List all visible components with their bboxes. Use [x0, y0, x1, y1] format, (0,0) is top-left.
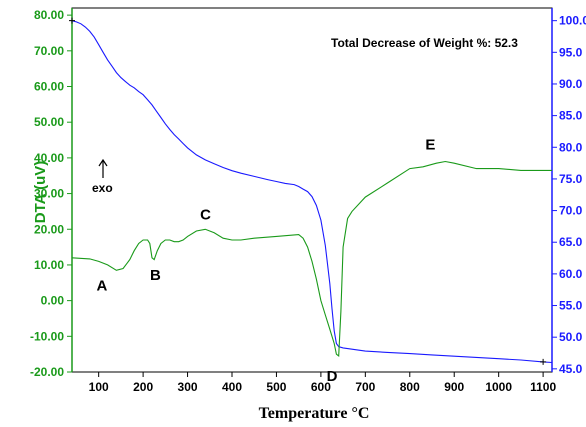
- y2-tick-label: 80.0: [559, 140, 583, 154]
- y2-tick-label: 95.0: [559, 45, 583, 59]
- peak-label-a: A: [96, 277, 107, 294]
- y-tick-label: 80.00: [34, 8, 64, 22]
- y2-tick-label: 70.0: [559, 204, 583, 218]
- x-tick-label: 500: [266, 380, 286, 394]
- exo-label: exo: [92, 181, 113, 195]
- peak-label-e: E: [425, 136, 435, 153]
- weight-loss-annotation: Total Decrease of Weight %: 52.3: [331, 36, 518, 50]
- x-tick-label: 700: [355, 380, 375, 394]
- x-axis-ticks: 100 200 300 400 500 600 700 800 900 1000 1100: [89, 372, 556, 394]
- x-tick-label: 300: [178, 380, 198, 394]
- y-tick-label: 0.00: [41, 294, 65, 308]
- x-axis-label: Temperature °C: [259, 405, 370, 422]
- exo-arrow-icon: [98, 158, 108, 167]
- x-tick-label: 900: [444, 380, 464, 394]
- y2-tick-label: 50.0: [559, 330, 583, 344]
- y-tick-label: 30.00: [34, 187, 64, 201]
- y2-tick-label: 55.0: [559, 299, 583, 313]
- x-tick-label: 1100: [530, 380, 556, 394]
- y-tick-label: 50.00: [34, 115, 64, 129]
- y2-tick-label: 90.0: [559, 77, 583, 91]
- x-tick-label: 200: [133, 380, 153, 394]
- tg-endpoint-markers: [69, 17, 547, 365]
- y2-tick-label: 60.0: [559, 267, 583, 281]
- y-tick-label: 60.00: [34, 80, 64, 94]
- series-line-dta: [71, 160, 552, 357]
- y-axis-label: DTA (uV): [32, 161, 49, 223]
- peak-label-c: C: [200, 206, 211, 223]
- y-tick-label: -20.00: [30, 365, 64, 379]
- series-line-tg: [71, 20, 553, 364]
- x-tick-label: 600: [311, 380, 331, 394]
- x-tick-label: 400: [222, 380, 242, 394]
- right-axis-ticks: 100.0 95.0 90.0 85.0 80.0 75.0 70.0 65.0 60.0 55.…: [552, 14, 586, 376]
- y-tick-label: 70.00: [34, 44, 64, 58]
- left-axis-ticks: 80.00 70.00 60.00 50.00 40.00 30.00 20.00 10.00…: [30, 8, 72, 379]
- peak-label-b: B: [150, 267, 161, 284]
- x-tick-label: 800: [400, 380, 420, 394]
- peak-label-d: D: [327, 368, 338, 385]
- y2-tick-label: 75.0: [559, 172, 583, 186]
- y-tick-label: 20.00: [34, 222, 64, 236]
- y2-tick-label: 65.0: [559, 235, 583, 249]
- peak-labels: A B C D E: [96, 136, 435, 384]
- y-tick-label: 10.00: [34, 258, 64, 272]
- y-tick-label: -10.00: [30, 329, 64, 343]
- x-tick-label: 1000: [485, 380, 512, 394]
- tg-endpoint-marker: [69, 17, 75, 24]
- y2-tick-label: 85.0: [559, 109, 583, 123]
- y2-tick-label: 100.0: [559, 14, 586, 28]
- x-tick-label: 100: [89, 380, 109, 394]
- tg-endpoint-marker: [540, 358, 547, 365]
- y2-tick-label: 45.0: [559, 362, 583, 376]
- y-tick-label: 40.00: [34, 151, 64, 165]
